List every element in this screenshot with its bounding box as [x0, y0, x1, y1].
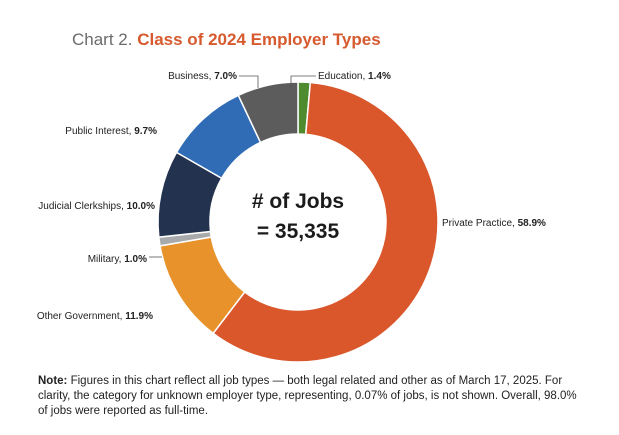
label-education: Education, 1.4%	[318, 71, 391, 82]
leader-education	[290, 75, 316, 88]
note-text: Figures in this chart reflect all job ty…	[38, 375, 577, 417]
label-name-public-interest: Public Interest,	[65, 126, 134, 137]
label-judicial-clerkships: Judicial Clerkships, 10.0%	[38, 201, 155, 212]
label-value-other-government: 11.9%	[125, 311, 153, 322]
label-other-government: Other Government, 11.9%	[37, 311, 153, 322]
chart-title-main: Class of 2024 Employer Types	[137, 30, 381, 49]
label-military: Military, 1.0%	[88, 254, 147, 265]
label-name-judicial-clerkships: Judicial Clerkships,	[38, 201, 126, 212]
label-private-practice: Private Practice, 58.9%	[442, 218, 546, 229]
slice-business	[237, 81, 299, 144]
label-value-judicial-clerkships: 10.0%	[127, 201, 155, 212]
label-name-private-practice: Private Practice,	[442, 218, 518, 229]
slice-labels: Education, 1.4% Private Practice, 58.9% Ot…	[37, 71, 546, 322]
label-value-education: 1.4%	[368, 71, 391, 82]
label-name-military: Military,	[88, 254, 124, 265]
label-value-private-practice: 58.9%	[518, 218, 546, 229]
donut-slices	[157, 81, 439, 363]
label-value-business: 7.0%	[214, 71, 237, 82]
chart-title-prefix: Chart 2.	[72, 30, 133, 49]
chart-note: Note: Figures in this chart reflect all …	[38, 374, 583, 419]
chart-title: Chart 2. Class of 2024 Employer Types	[72, 30, 381, 50]
slice-private-practice	[212, 81, 439, 363]
label-name-business: Business,	[168, 71, 214, 82]
label-name-education: Education,	[318, 71, 368, 82]
center-label-line2: = 35,335	[257, 220, 340, 243]
label-public-interest: Public Interest, 9.7%	[65, 126, 157, 137]
donut-chart: Education, 1.4% Private Practice, 58.9% Ot…	[37, 71, 546, 363]
label-business: Business, 7.0%	[168, 71, 237, 82]
center-label-line1: # of Jobs	[252, 190, 344, 213]
label-value-military: 1.0%	[124, 254, 147, 265]
label-name-other-government: Other Government,	[37, 311, 125, 322]
note-label: Note:	[38, 375, 68, 387]
leader-business	[239, 75, 259, 88]
label-value-public-interest: 9.7%	[134, 126, 157, 137]
leader-lines	[149, 75, 316, 258]
